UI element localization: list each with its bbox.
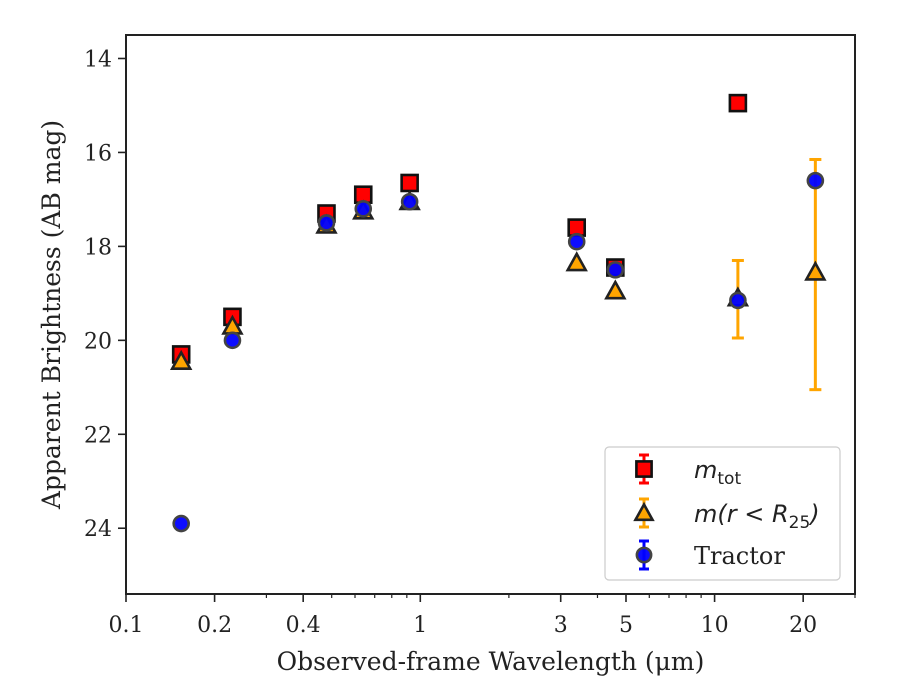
y-axis: 14 16 18 20 22 24 [84, 47, 126, 542]
square-point [400, 173, 419, 193]
x-axis: 0.1 0.2 0.4 1 3 5 10 20 [109, 594, 856, 638]
legend-square-marker [635, 460, 653, 478]
triangle-point [565, 251, 588, 272]
circle-point [567, 232, 586, 251]
legend-label: mtot [694, 456, 741, 489]
circle-point [806, 171, 825, 190]
x-tick-label: 10 [701, 613, 729, 638]
legend-label: Tractor [694, 542, 785, 570]
y-tick-label: 24 [84, 517, 112, 542]
legend-box [604, 446, 841, 581]
circle-point [400, 192, 419, 211]
x-tick-label: 0.1 [109, 613, 144, 638]
y-tick-label: 20 [84, 329, 112, 354]
triangle-point [604, 279, 627, 300]
triangle-point [804, 260, 827, 281]
square-point [728, 93, 748, 113]
circle-point [606, 261, 625, 279]
x-tick-label: 0.4 [286, 613, 321, 638]
x-tick-label: 20 [789, 613, 817, 638]
y-tick-label: 14 [84, 47, 112, 72]
legend-triangle-marker [633, 501, 655, 522]
y-tick-label: 22 [84, 423, 112, 448]
triangle-point [169, 349, 193, 370]
circle-point [317, 214, 336, 232]
circle-point [729, 291, 747, 310]
markers [169, 93, 827, 533]
y-tick-label: 18 [84, 235, 112, 260]
legend: mtot m(r < R25) Tractor [604, 446, 841, 581]
legend-label: m(r < R25) [694, 500, 820, 533]
circle-point [223, 331, 242, 350]
legend-circle-marker [635, 546, 653, 564]
x-tick-label: 1 [413, 613, 427, 638]
x-tick-label: 3 [554, 613, 568, 638]
x-tick-label: 5 [619, 613, 633, 638]
x-axis-label: Observed-frame Wavelength (μm) [277, 647, 705, 676]
x-tick-label: 0.2 [197, 613, 232, 638]
y-axis-label: Apparent Brightness (AB mag) [37, 120, 66, 510]
plot-frame [125, 34, 856, 595]
y-tick-label: 16 [84, 141, 112, 166]
plot-area [125, 34, 856, 595]
circle-point [354, 200, 373, 218]
circle-point [172, 514, 190, 533]
